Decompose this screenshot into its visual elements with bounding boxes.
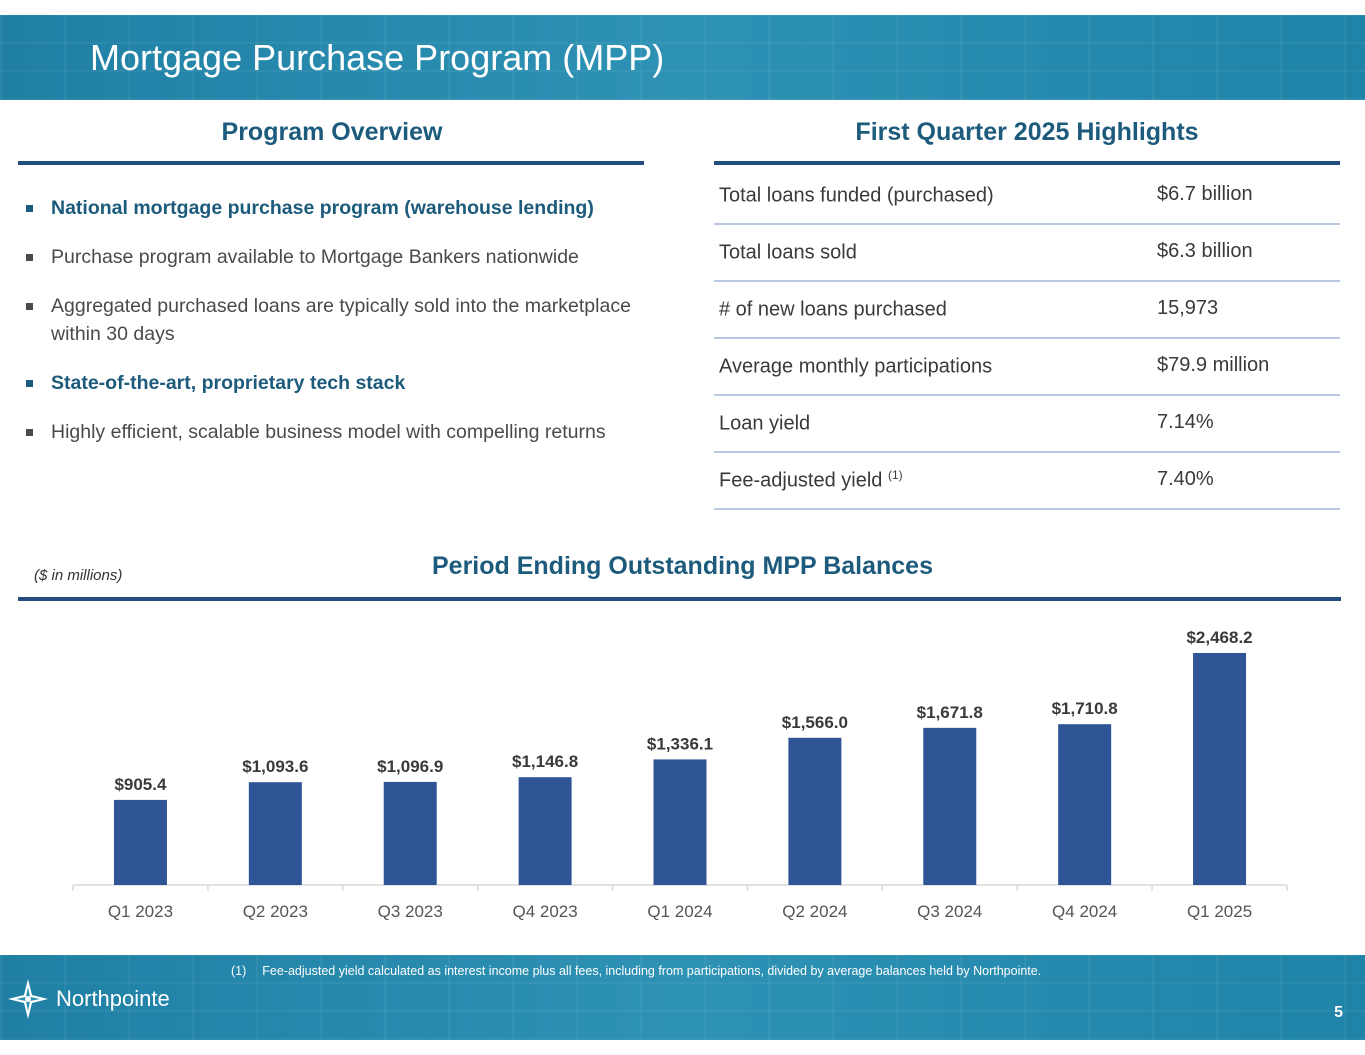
overview-bullet-list: National mortgage purchase program (ware… <box>25 194 645 467</box>
bullet-item: National mortgage purchase program (ware… <box>25 194 645 222</box>
bullet-square-icon <box>26 254 33 261</box>
highlight-value: $6.7 billion <box>1157 183 1253 205</box>
overview-divider <box>18 161 644 165</box>
bar <box>923 727 977 885</box>
bar <box>1193 652 1247 885</box>
highlight-label: Fee-adjusted yield (1) <box>719 468 903 492</box>
bar-value-label: $1,336.1 <box>647 734 713 753</box>
highlight-label: Total loans funded (purchased) <box>719 184 994 207</box>
title-banner: Mortgage Purchase Program (MPP) <box>0 15 1365 100</box>
bullet-square-icon <box>26 429 33 436</box>
highlight-value: 7.14% <box>1157 411 1214 433</box>
bar-value-label: $1,710.8 <box>1052 699 1118 718</box>
bar <box>248 782 302 885</box>
bar-value-label: $1,093.6 <box>242 757 308 776</box>
x-tick-label: Q3 2024 <box>917 902 982 921</box>
highlight-row: # of new loans purchased 15,973 <box>714 282 1340 339</box>
bullet-item: Highly efficient, scalable business mode… <box>25 418 645 446</box>
x-tick-label: Q1 2023 <box>108 902 173 921</box>
bar <box>518 777 572 885</box>
bar-value-label: $905.4 <box>114 775 167 794</box>
bar-value-label: $1,146.8 <box>512 752 578 771</box>
bullet-text: National mortgage purchase program (ware… <box>51 197 594 219</box>
program-overview-title: Program Overview <box>221 118 443 146</box>
compass-star-icon <box>8 979 48 1019</box>
x-tick-label: Q1 2025 <box>1187 902 1252 921</box>
bar <box>383 781 437 885</box>
highlight-label: Average monthly participations <box>719 355 993 378</box>
bullet-square-icon <box>26 205 33 212</box>
bar-value-label: $1,671.8 <box>917 703 983 722</box>
footer-banner: (1) Fee-adjusted yield calculated as inte… <box>0 955 1365 1040</box>
bullet-item: Purchase program available to Mortgage B… <box>25 243 645 271</box>
footnote-text: Fee-adjusted yield calculated as interes… <box>262 964 1042 978</box>
highlights-table: Total loans funded (purchased) $6.7 bill… <box>714 168 1340 510</box>
page-number: 5 <box>1334 1004 1343 1021</box>
highlight-value: $6.3 billion <box>1157 240 1253 262</box>
x-tick-label: Q3 2023 <box>378 902 443 921</box>
northpointe-logo: Northpointe <box>8 979 170 1019</box>
bar <box>1058 724 1112 885</box>
x-tick-label: Q4 2023 <box>512 902 577 921</box>
bar <box>653 759 707 885</box>
bullet-item: Aggregated purchased loans are typically… <box>25 292 645 348</box>
footnote: (1) Fee-adjusted yield calculated as inte… <box>231 964 1041 978</box>
highlight-value: 7.40% <box>1157 468 1214 490</box>
bullet-text: State-of-the-art, proprietary tech stack <box>51 372 406 394</box>
chart-title: Period Ending Outstanding MPP Balances <box>431 552 933 580</box>
x-tick-label: Q1 2024 <box>647 902 712 921</box>
highlight-row: Total loans funded (purchased) $6.7 bill… <box>714 168 1340 225</box>
highlight-label: Loan yield <box>719 412 811 435</box>
highlight-row: Loan yield 7.14% <box>714 396 1340 453</box>
bar <box>113 799 167 885</box>
highlight-row: Average monthly participations $79.9 mil… <box>714 339 1340 396</box>
chart-divider <box>18 597 1341 601</box>
bar-value-label: $1,566.0 <box>782 713 848 732</box>
logo-text: Northpointe <box>56 986 170 1011</box>
bullet-square-icon <box>26 303 33 310</box>
footnote-number: (1) <box>231 964 247 978</box>
highlight-value: 15,973 <box>1157 297 1219 319</box>
highlight-label: # of new loans purchased <box>719 298 947 321</box>
balances-bar-chart: $905.4 Q1 2023 $1,093.6 Q2 2023 $1,096.9 Q3 2… <box>72 628 1288 921</box>
highlight-label: Total loans sold <box>719 241 857 264</box>
highlight-value: $79.9 million <box>1157 354 1270 376</box>
bar <box>788 737 842 885</box>
x-tick-label: Q2 2024 <box>782 902 847 921</box>
bullet-text: Aggregated purchased loans are typically… <box>51 295 631 345</box>
x-tick-label: Q2 2023 <box>243 902 308 921</box>
bar-value-label: $2,468.2 <box>1186 628 1252 647</box>
bullet-item: State-of-the-art, proprietary tech stack <box>25 369 645 397</box>
page-title: Mortgage Purchase Program (MPP) <box>90 37 665 78</box>
bullet-text: Highly efficient, scalable business mode… <box>51 421 606 443</box>
highlight-row: Total loans sold $6.3 billion <box>714 225 1340 282</box>
highlights-title: First Quarter 2025 Highlights <box>855 118 1199 146</box>
bullet-square-icon <box>26 380 33 387</box>
bullet-text: Purchase program available to Mortgage B… <box>51 246 579 268</box>
units-note: ($ in millions) <box>34 567 123 584</box>
x-tick-label: Q4 2024 <box>1052 902 1117 921</box>
highlight-row: Fee-adjusted yield (1) 7.40% <box>714 453 1340 510</box>
highlights-divider <box>714 161 1340 165</box>
bar-value-label: $1,096.9 <box>377 757 443 776</box>
